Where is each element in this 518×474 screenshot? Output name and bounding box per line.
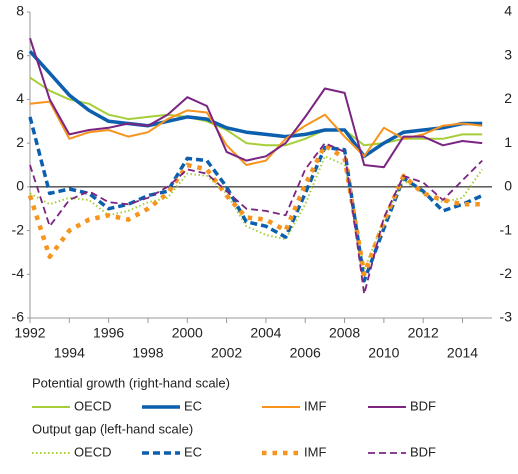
y2-tick-label: 0 <box>504 178 512 194</box>
legend-label: EC <box>184 398 202 413</box>
x-tick-label: 1996 <box>93 325 124 341</box>
y2-tick-label: -3 <box>500 309 513 325</box>
legend-label: OECD <box>74 398 112 413</box>
x-tick-label: 2012 <box>408 325 439 341</box>
x-tick-label: 1994 <box>54 345 85 361</box>
x-tick-label: 1992 <box>14 325 45 341</box>
legend: Potential growth (right-hand scale) Outp… <box>32 375 230 436</box>
legend-label: IMF <box>304 444 326 459</box>
series-line <box>29 100 483 166</box>
y-tick-label: -4 <box>12 265 25 281</box>
y-tick-label: -6 <box>12 309 25 325</box>
y2-tick-label: 1 <box>504 134 512 150</box>
x-tick-label: 1998 <box>132 345 163 361</box>
x-tick-label: 2004 <box>250 325 281 341</box>
y2-tick-label: 3 <box>504 46 512 62</box>
y-tick-label: 8 <box>16 3 24 19</box>
y2-tick-label: -1 <box>500 221 513 237</box>
y-tick-label: -2 <box>12 221 25 237</box>
legend-group-title: Potential growth (right-hand scale) <box>32 375 230 390</box>
x-tick-label: 2002 <box>211 345 242 361</box>
legend-label: BDF <box>410 444 436 459</box>
series-line <box>29 142 483 295</box>
y2-tick-label: -2 <box>500 265 513 281</box>
x-tick-label: 2000 <box>172 325 203 341</box>
x-tick-label: 2014 <box>447 345 478 361</box>
series-line <box>29 37 483 169</box>
series-line <box>28 50 483 159</box>
y-tick-label: 2 <box>16 134 24 150</box>
series-line <box>28 116 483 283</box>
x-tick-label: 2006 <box>290 345 321 361</box>
y-tick-label: 4 <box>16 90 24 106</box>
series-line <box>29 76 483 147</box>
legend-group-title: Output gap (left-hand scale) <box>32 421 193 436</box>
y2-tick-label: 4 <box>504 3 512 19</box>
x-tick-label: 2008 <box>329 325 360 341</box>
legend-label: BDF <box>410 398 436 413</box>
y2-tick-label: 2 <box>504 90 512 106</box>
x-tick-label: 2010 <box>368 345 399 361</box>
y-tick-label: 0 <box>16 178 24 194</box>
legend-label: EC <box>184 444 202 459</box>
y-tick-label: 6 <box>16 46 24 62</box>
series-line <box>29 155 484 271</box>
legend-label: IMF <box>304 398 326 413</box>
legend-label: OECD <box>74 444 112 459</box>
